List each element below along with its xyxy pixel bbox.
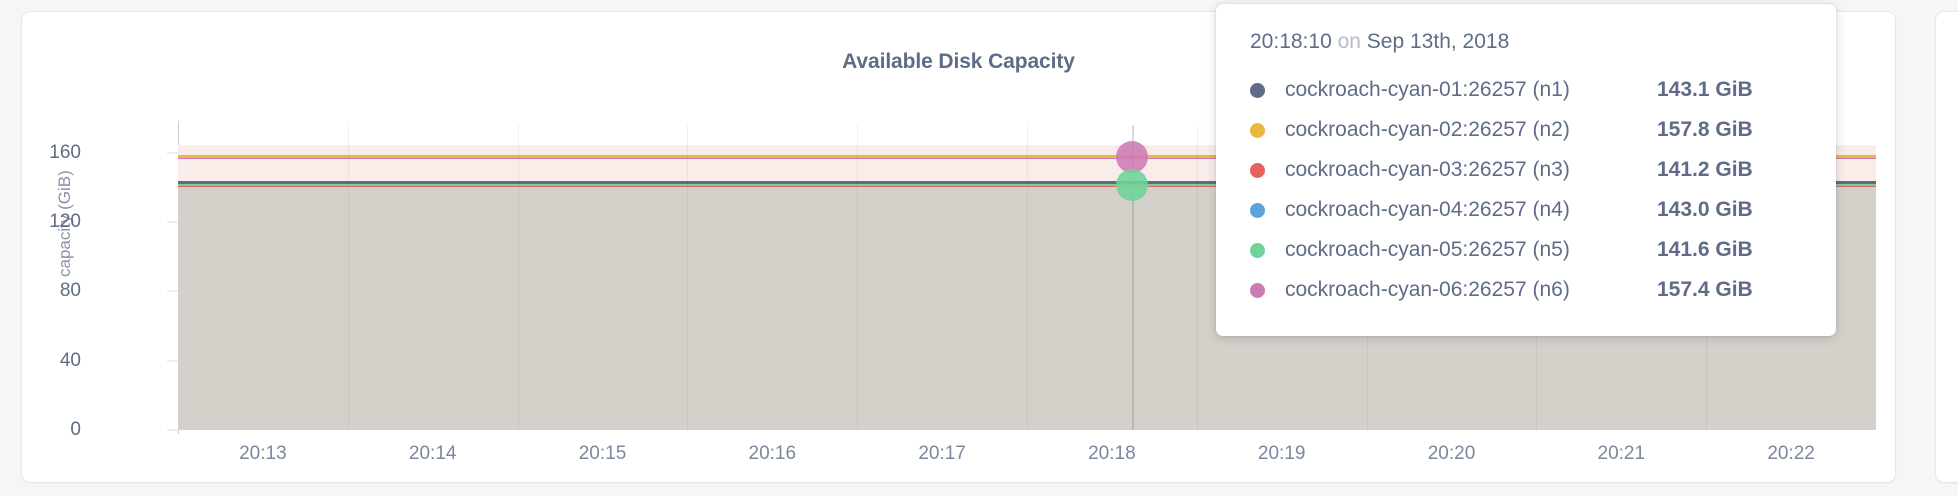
x-gridline bbox=[687, 125, 689, 430]
tooltip-series-label: cockroach-cyan-06:26257 (n6) bbox=[1285, 278, 1570, 301]
tooltip-series-value: 143.1 GiB bbox=[1657, 78, 1753, 101]
tooltip-row: cockroach-cyan-01:26257 (n1) 143.1 GiB bbox=[1250, 70, 1806, 110]
x-axis-tick-label: 20:14 bbox=[408, 443, 457, 464]
tooltip-timestamp: 20:18:10 on Sep 13th, 2018 bbox=[1250, 30, 1806, 54]
chart-title: Available Disk Capacity bbox=[842, 50, 1075, 73]
tooltip-series-value: 143.0 GiB bbox=[1657, 198, 1753, 221]
tooltip-series-label: cockroach-cyan-04:26257 (n4) bbox=[1285, 198, 1570, 221]
hover-tooltip: 20:18:10 on Sep 13th, 2018 cockroach-cya… bbox=[1216, 4, 1836, 336]
y-axis-tick-mark bbox=[167, 429, 178, 431]
tooltip-time: 20:18:10 bbox=[1250, 30, 1332, 53]
y-axis-tick-mark bbox=[167, 152, 178, 154]
hover-marker-dot bbox=[1116, 141, 1149, 174]
x-axis-tick-label: 20:22 bbox=[1767, 443, 1815, 464]
x-gridline bbox=[1027, 125, 1028, 430]
adjacent-chart-card bbox=[1936, 12, 1958, 482]
series-color-swatch-icon bbox=[1250, 202, 1265, 218]
x-axis-tick-label: 20:19 bbox=[1257, 443, 1306, 464]
tooltip-date: Sep 13th, 2018 bbox=[1366, 30, 1510, 53]
tooltip-row: cockroach-cyan-02:26257 (n2) 157.8 GiB bbox=[1250, 110, 1806, 150]
y-axis-tick-label: 40 bbox=[59, 349, 81, 371]
y-axis-tick-label: 0 bbox=[70, 419, 81, 440]
tooltip-row: cockroach-cyan-03:26257 (n3) 141.2 GiB bbox=[1250, 150, 1806, 190]
tooltip-series-value: 157.8 GiB bbox=[1657, 118, 1753, 141]
tooltip-series-label: cockroach-cyan-01:26257 (n1) bbox=[1285, 78, 1570, 101]
hover-crosshair bbox=[1132, 125, 1135, 430]
tooltip-series-label: cockroach-cyan-03:26257 (n3) bbox=[1285, 158, 1570, 181]
tooltip-row: cockroach-cyan-05:26257 (n5) 141.6 GiB bbox=[1250, 230, 1806, 270]
tooltip-row: cockroach-cyan-04:26257 (n4) 143.0 GiB bbox=[1250, 190, 1806, 230]
y-axis-tick-label: 160 bbox=[49, 141, 81, 163]
series-color-swatch-icon bbox=[1250, 162, 1265, 178]
series-color-swatch-icon bbox=[1250, 82, 1265, 98]
x-axis-tick-label: 20:13 bbox=[239, 443, 287, 464]
series-line bbox=[178, 180, 1876, 184]
x-axis-tick-label: 20:20 bbox=[1427, 443, 1476, 464]
x-gridline bbox=[517, 125, 519, 430]
x-axis-tick-label: 20:21 bbox=[1597, 443, 1646, 464]
tooltip-series-label: cockroach-cyan-05:26257 (n5) bbox=[1285, 238, 1570, 261]
x-axis-tick-label: 20:15 bbox=[578, 443, 627, 464]
tooltip-series-value: 141.2 GiB bbox=[1657, 158, 1753, 181]
y-axis-tick-mark bbox=[167, 221, 178, 223]
y-axis-tick-mark bbox=[167, 360, 178, 362]
tooltip-series-label: cockroach-cyan-02:26257 (n2) bbox=[1285, 118, 1570, 141]
series-color-swatch-icon bbox=[1250, 242, 1265, 258]
tooltip-rows: cockroach-cyan-01:26257 (n1) 143.1 GiB coc… bbox=[1250, 70, 1806, 310]
y-axis-tick-label: 80 bbox=[59, 280, 81, 302]
series-color-swatch-icon bbox=[1250, 122, 1265, 138]
series-line bbox=[178, 155, 1876, 159]
hover-marker-dot bbox=[1116, 168, 1149, 201]
x-gridline bbox=[857, 125, 859, 430]
tooltip-series-value: 157.4 GiB bbox=[1657, 278, 1753, 301]
x-axis-tick-label: 20:16 bbox=[748, 443, 797, 464]
y-axis-tick-mark bbox=[167, 290, 178, 292]
x-gridline bbox=[347, 125, 349, 430]
x-gridline bbox=[1196, 125, 1198, 430]
tooltip-row: cockroach-cyan-06:26257 (n6) 157.4 GiB bbox=[1250, 270, 1806, 310]
tooltip-on-word: on bbox=[1337, 30, 1361, 53]
series-line bbox=[178, 183, 1876, 187]
series-color-swatch-icon bbox=[1250, 282, 1265, 298]
x-axis-tick-label: 20:17 bbox=[918, 443, 966, 464]
x-axis-tick-label: 20:18 bbox=[1088, 443, 1136, 464]
tooltip-series-value: 141.6 GiB bbox=[1657, 238, 1753, 261]
y-axis-tick-label: 120 bbox=[49, 211, 81, 233]
